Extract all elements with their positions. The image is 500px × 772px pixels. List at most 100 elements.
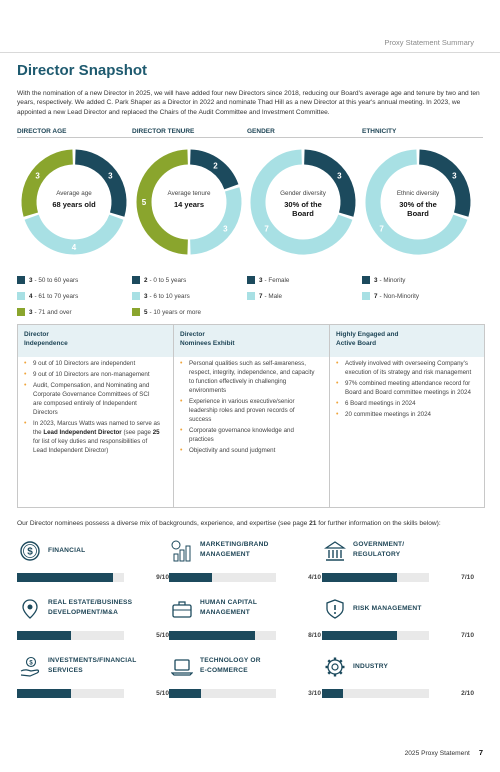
skill-score: 7/10 <box>461 632 474 639</box>
legend-swatch <box>17 292 25 300</box>
page-number: 7 <box>478 748 483 757</box>
bullet-item: 9 out of 10 Directors are non-management <box>24 370 160 379</box>
donut-center-label: Ethnic diversity <box>397 190 440 197</box>
header-divider <box>0 52 500 53</box>
segment-value-label: 3 <box>337 172 342 181</box>
skill-bar-fill <box>17 631 71 640</box>
bar-chart-icon <box>171 540 191 562</box>
svg-text:$: $ <box>27 547 33 558</box>
segment-value-label: 7 <box>264 224 269 233</box>
segment-value-label: 7 <box>379 224 384 233</box>
legend-item: 3- 71 and over <box>17 308 72 316</box>
donut-segment <box>189 149 239 190</box>
skill-label: REAL ESTATE/BUSINESS DEVELOPMENT/M&A <box>48 599 133 616</box>
government-building-icon <box>324 541 346 561</box>
column-list: Actively involved with overseeing Compan… <box>336 359 472 421</box>
bullet-item: 9 out of 10 Directors are independent <box>24 359 160 368</box>
donut-center-value: 14 years <box>174 200 204 209</box>
bullet-item: 97% combined meeting attendance record f… <box>336 379 472 397</box>
skill-item: REAL ESTATE/BUSINESS DEVELOPMENT/M&A 5/10 <box>17 598 169 644</box>
legend-item: 3- 6 to 10 years <box>132 292 190 300</box>
skill-label: HUMAN CAPITAL MANAGEMENT <box>200 599 258 616</box>
skill-item: GOVERNMENT/REGULATORY 7/10 <box>322 540 474 586</box>
segment-value-label: 5 <box>142 198 147 207</box>
skill-score: 9/10 <box>156 574 169 581</box>
column-divider <box>329 325 330 507</box>
legend-swatch <box>132 292 140 300</box>
donut-segment <box>24 214 124 255</box>
skill-score: 3/10 <box>308 690 321 697</box>
skill-bar-fill <box>322 631 397 640</box>
skill-item: TECHNOLOGY OR E-COMMERCE 3/10 <box>169 656 321 702</box>
legend-item: 3- Minority <box>362 276 405 284</box>
legend-item: 7- Non-Minority <box>362 292 419 300</box>
bullet-item: Objectivity and sound judgment <box>180 446 316 455</box>
legend-swatch <box>362 276 370 284</box>
skill-score: 8/10 <box>308 632 321 639</box>
skill-bar-track <box>322 689 429 698</box>
donut-segment <box>365 149 468 255</box>
skill-bar-track <box>169 631 276 640</box>
skill-label: FINANCIAL <box>48 547 86 554</box>
legend-item: 4- 61 to 70 years <box>17 292 78 300</box>
skill-bar-track <box>17 689 124 698</box>
bullet-item: 6 Board meetings in 2024 <box>336 399 472 408</box>
bullet-item: Experience in various executive/senior l… <box>180 397 316 424</box>
segment-value-label: 3 <box>35 172 40 181</box>
segment-value-label: 3 <box>108 172 113 181</box>
donut-center-value: 68 years old <box>52 200 96 209</box>
skill-label: MARKETING/BRAND MANAGEMENT <box>200 541 269 558</box>
legend-swatch <box>17 308 25 316</box>
column-heading: Director Independence <box>24 331 68 347</box>
legend-item: 5- 10 years or more <box>132 308 201 316</box>
donut-chart-tenure: 2 3 5 Average tenure 14 years <box>136 149 242 255</box>
skill-bar-track <box>322 573 429 582</box>
donut-center-value: 30% of the <box>399 200 437 209</box>
segment-value-label: 4 <box>72 243 77 252</box>
skill-bar-track <box>322 631 429 640</box>
skill-bar-track <box>17 631 124 640</box>
donut-center-label: Average age <box>56 190 92 197</box>
chart-heading-tenure: DIRECTOR TENURE <box>132 128 195 135</box>
map-pin-icon <box>22 599 38 619</box>
legend-swatch <box>362 292 370 300</box>
skill-score: 7/10 <box>461 574 474 581</box>
gear-icon <box>325 657 345 677</box>
skills-intro: Our Director nominees possess a diverse … <box>17 520 441 527</box>
donut-segment <box>303 149 356 217</box>
legend-swatch <box>132 308 140 316</box>
donut-chart-age: 3 4 3 Average age 68 years old <box>21 149 127 255</box>
legend-swatch <box>247 292 255 300</box>
skill-bar-track <box>169 689 276 698</box>
skill-item: HUMAN CAPITAL MANAGEMENT 8/10 <box>169 598 321 644</box>
skill-bar-fill <box>322 689 344 698</box>
skill-bar-fill <box>17 573 114 582</box>
donut-center-value: Board <box>407 209 429 218</box>
skill-bar-track <box>17 573 124 582</box>
legend-item: 7- Male <box>247 292 282 300</box>
bullet-item: Audit, Compensation, and Nominating and … <box>24 381 160 417</box>
column-list: Personal qualities such as self-awarenes… <box>180 359 316 457</box>
skill-bar-track <box>169 573 276 582</box>
skill-bar-fill <box>169 631 255 640</box>
segment-value-label: 3 <box>452 172 457 181</box>
legend-item: 2- 0 to 5 years <box>132 276 186 284</box>
page-title: Director Snapshot <box>17 62 148 79</box>
donut-center-value: Board <box>292 209 314 218</box>
donut-segment <box>21 149 74 217</box>
dollar-coin-icon: $ <box>20 541 40 561</box>
skill-item: MARKETING/BRAND MANAGEMENT 4/10 <box>169 540 321 586</box>
donut-center-value: 30% of the <box>284 200 322 209</box>
skill-bar-fill <box>17 689 71 698</box>
chart-heading-divider <box>17 137 483 138</box>
donut-segment <box>189 187 242 255</box>
skill-score: 5/10 <box>156 690 169 697</box>
donut-center-label: Gender diversity <box>280 190 327 197</box>
page-footer: 2025 Proxy Statement 7 <box>404 748 483 757</box>
legend-item: 3- Female <box>247 276 289 284</box>
